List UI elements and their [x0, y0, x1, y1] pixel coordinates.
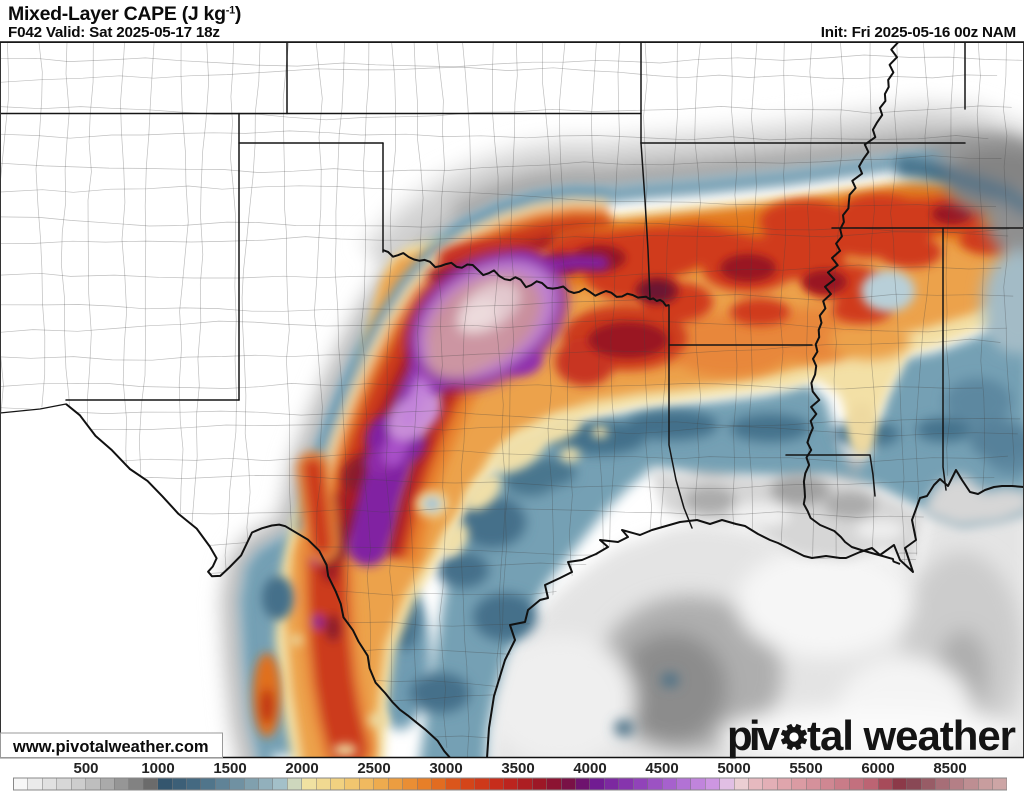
svg-text:Mixed-Layer CAPE (J kg-1): Mixed-Layer CAPE (J kg-1): [8, 3, 241, 25]
svg-text:1000: 1000: [141, 760, 174, 777]
svg-text:2000: 2000: [285, 760, 318, 777]
svg-text:2500: 2500: [357, 760, 390, 777]
svg-text:4500: 4500: [645, 760, 678, 777]
svg-text:piv: piv: [727, 712, 781, 759]
svg-text:5000: 5000: [717, 760, 750, 777]
svg-text:3000: 3000: [429, 760, 462, 777]
svg-text:3500: 3500: [501, 760, 534, 777]
svg-text:tal weather: tal weather: [807, 712, 1016, 759]
svg-text:1500: 1500: [213, 760, 246, 777]
svg-text:F042 Valid: Sat 2025-05-17 18z: F042 Valid: Sat 2025-05-17 18z: [8, 24, 220, 41]
svg-text:8500: 8500: [933, 760, 966, 777]
svg-text:Init: Fri 2025-05-16 00z NAM: Init: Fri 2025-05-16 00z NAM: [821, 24, 1016, 41]
svg-text:www.pivotalweather.com: www.pivotalweather.com: [12, 738, 209, 756]
svg-text:6000: 6000: [861, 760, 894, 777]
svg-text:4000: 4000: [573, 760, 606, 777]
svg-text:5500: 5500: [789, 760, 822, 777]
svg-text:500: 500: [73, 760, 98, 777]
